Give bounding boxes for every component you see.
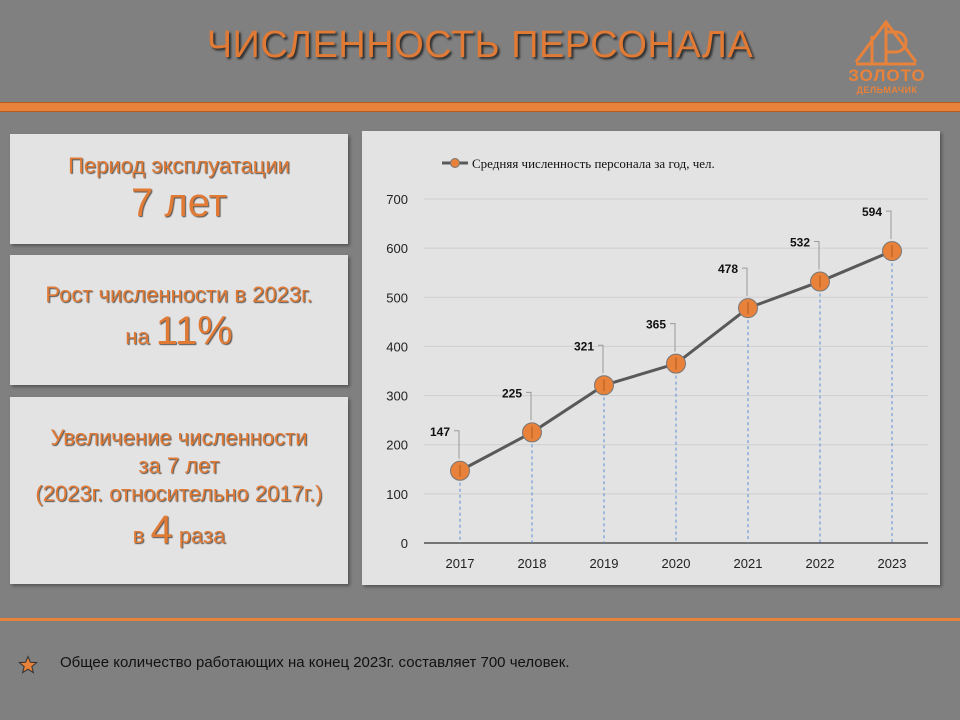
- footer-divider: [0, 618, 960, 621]
- header-divider: [0, 102, 960, 112]
- x-tick-label: 2018: [518, 556, 547, 571]
- card-value: 11%: [155, 309, 233, 353]
- x-tick-label: 2017: [446, 556, 475, 571]
- page-title: ЧИСЛЕННОСТЬ ПЕРСОНАЛА: [206, 24, 754, 66]
- card-prefix: в: [132, 522, 145, 548]
- card-increase-7-years: Увеличение численности за 7 лет (2023г. …: [10, 397, 348, 584]
- y-tick-label: 200: [386, 438, 408, 453]
- x-tick-label: 2023: [878, 556, 907, 571]
- card-operation-period: Период эксплуатации 7 лет: [10, 134, 348, 244]
- y-tick-label: 500: [386, 290, 408, 305]
- label-leader-line: [814, 241, 820, 270]
- card-label: Рост численности в 2023г.: [45, 282, 313, 307]
- data-label: 365: [646, 318, 666, 332]
- y-tick-label: 700: [386, 192, 408, 207]
- data-label: 225: [502, 386, 522, 400]
- line-chart: 0 100 200 300 400 500 600 700 2017 2018 2019 2020 20…: [386, 156, 928, 571]
- footnote-text: Общее количество работающих на конец 202…: [60, 654, 570, 671]
- company-logo-icon: [854, 19, 918, 66]
- card-label: Период эксплуатации: [68, 153, 290, 178]
- y-tick-label: 100: [386, 487, 408, 502]
- y-tick-label: 0: [401, 536, 408, 551]
- data-label: 321: [574, 339, 594, 353]
- x-tick-label: 2022: [806, 556, 835, 571]
- chart-panel: 0 100 200 300 400 500 600 700 2017 2018 2019 2020 20…: [362, 131, 940, 585]
- label-leader-line: [454, 430, 460, 459]
- legend-label: Средняя численность персонала за год, че…: [472, 156, 715, 171]
- card-growth-2023: Рост численности в 2023г. на 11%: [10, 255, 348, 385]
- card-label-line2: за 7 лет: [138, 452, 220, 478]
- label-leader-line: [598, 344, 604, 374]
- card-label-line3: (2023г. относительно 2017г.): [35, 480, 323, 506]
- card-prefix: на: [125, 324, 150, 349]
- y-tick-label: 600: [386, 241, 408, 256]
- data-label: 478: [718, 262, 738, 276]
- label-leader-line: [742, 267, 748, 297]
- y-tick-label: 400: [386, 339, 408, 354]
- x-tick-label: 2021: [734, 556, 763, 571]
- card-value: 4: [150, 507, 173, 552]
- label-leader-line: [670, 323, 676, 352]
- legend-marker: [450, 158, 460, 168]
- x-tick-label: 2020: [662, 556, 691, 571]
- data-label: 147: [430, 425, 450, 439]
- label-leader-line: [886, 210, 892, 240]
- card-label-line1: Увеличение численности: [50, 424, 308, 450]
- card-suffix: раза: [178, 522, 226, 548]
- logo-subtext: ДЕЛЬМАЧИК: [856, 85, 918, 95]
- y-tick-label: 300: [386, 389, 408, 404]
- star-icon: [18, 655, 38, 674]
- card-value-row: в 4 раза: [133, 508, 226, 558]
- label-leader-line: [526, 391, 532, 421]
- data-label: 594: [862, 205, 882, 219]
- x-tick-label: 2019: [590, 556, 619, 571]
- card-value: 7 лет: [131, 181, 227, 225]
- logo-text: ЗОЛОТО: [848, 66, 926, 85]
- card-value-row: на 11%: [125, 309, 233, 359]
- data-label: 532: [790, 236, 810, 250]
